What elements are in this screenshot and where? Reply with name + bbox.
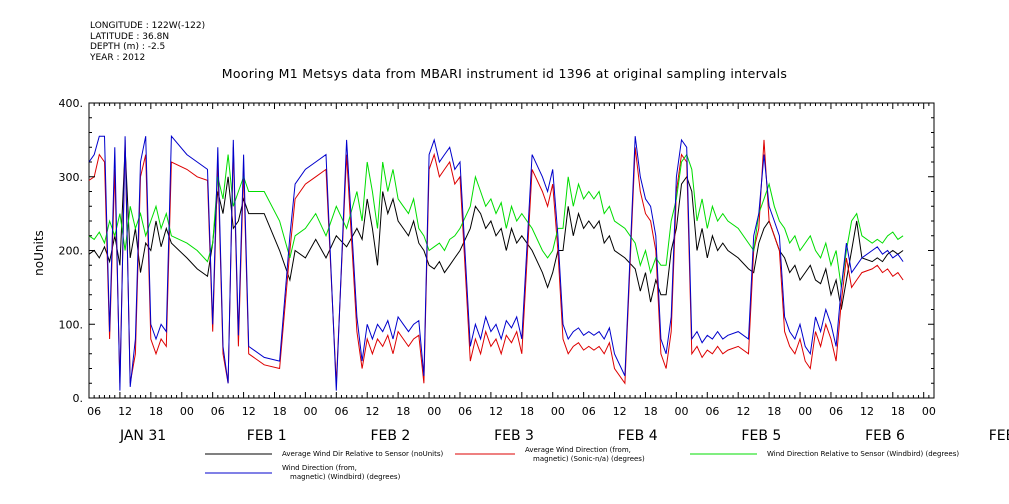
x-tick-label: 18 bbox=[149, 405, 163, 418]
x-tick-label: 06 bbox=[458, 405, 472, 418]
x-tick-label: 18 bbox=[644, 405, 658, 418]
y-tick-label: 200. bbox=[59, 245, 84, 258]
legend-label-1: Average Wind Dir Relative to Sensor (noU… bbox=[282, 450, 443, 458]
x-day-label: FEB 4 bbox=[618, 428, 658, 444]
x-tick-label: 12 bbox=[489, 405, 503, 418]
x-tick-label: 18 bbox=[396, 405, 410, 418]
y-tick-label: 400. bbox=[59, 97, 84, 110]
x-day-label: FEB 7 bbox=[989, 428, 1009, 444]
x-tick-label: 12 bbox=[736, 405, 750, 418]
x-tick-label: 00 bbox=[798, 405, 812, 418]
x-tick-label: 12 bbox=[860, 405, 874, 418]
x-tick-label: 00 bbox=[922, 405, 936, 418]
x-day-label: FEB 5 bbox=[741, 428, 781, 444]
x-tick-label: 06 bbox=[705, 405, 719, 418]
chart-title: Mooring M1 Metsys data from MBARI instru… bbox=[221, 66, 788, 81]
longitude-text: LONGITUDE : 122W(-122) bbox=[90, 21, 206, 31]
x-tick-label: 12 bbox=[365, 405, 379, 418]
x-tick-label: 18 bbox=[891, 405, 905, 418]
x-tick-label: 06 bbox=[87, 405, 101, 418]
legend-label-2: magnetic) (Sonic-n/a) (degrees) bbox=[533, 455, 645, 463]
legend-label-4: magnetic) (Windbird) (degrees) bbox=[290, 473, 401, 481]
legend: Average Wind Dir Relative to Sensor (noU… bbox=[205, 446, 959, 481]
plot-frame bbox=[88, 102, 935, 399]
x-tick-label: 00 bbox=[180, 405, 194, 418]
series-line-1 bbox=[88, 147, 904, 310]
series-line-4 bbox=[88, 134, 904, 391]
x-tick-label: 18 bbox=[273, 405, 287, 418]
x-tick-label: 12 bbox=[118, 405, 132, 418]
x-tick-label: 00 bbox=[427, 405, 441, 418]
x-tick-label: 18 bbox=[520, 405, 534, 418]
location-metadata: LONGITUDE : 122W(-122) LATITUDE : 36.8N … bbox=[90, 21, 205, 63]
plot-border bbox=[88, 102, 935, 399]
y-axis-label: noUnits bbox=[32, 230, 46, 276]
x-tick-label: 12 bbox=[613, 405, 627, 418]
x-day-label: FEB 1 bbox=[247, 428, 287, 444]
x-tick-label: 06 bbox=[211, 405, 225, 418]
x-tick-label: 00 bbox=[551, 405, 565, 418]
x-tick-label: 06 bbox=[829, 405, 843, 418]
legend-label-2: Average Wind Direction (from, bbox=[525, 446, 631, 454]
x-tick-label: 18 bbox=[767, 405, 781, 418]
y-tick-label: 300. bbox=[59, 171, 84, 184]
y-tick-label: 100. bbox=[59, 318, 84, 331]
x-tick-label: 00 bbox=[675, 405, 689, 418]
series-line-3 bbox=[88, 153, 904, 288]
x-day-label: FEB 6 bbox=[865, 428, 905, 444]
y-tick-label: 0. bbox=[73, 392, 84, 405]
latitude-text: LATITUDE : 36.8N bbox=[90, 31, 170, 42]
x-day-label: FEB 3 bbox=[494, 428, 534, 444]
x-tick-label: 12 bbox=[242, 405, 256, 418]
year-text: YEAR : 2012 bbox=[90, 52, 146, 63]
x-tick-label: 06 bbox=[582, 405, 596, 418]
legend-label-3: Wind Direction Relative to Sensor (Windb… bbox=[767, 450, 959, 458]
x-day-label: JAN 31 bbox=[119, 428, 166, 444]
series-line-2 bbox=[88, 139, 904, 385]
axis-layer: 06 12 18 00 06 12 18 00 06 12 18 00 06 12 18 00 06 12 18 00… bbox=[59, 97, 1009, 444]
legend-label-4: Wind Direction (from, bbox=[282, 464, 357, 472]
x-day-label: FEB 2 bbox=[370, 428, 410, 444]
depth-text: DEPTH (m) : -2.5 bbox=[90, 42, 166, 52]
x-tick-label: 06 bbox=[334, 405, 348, 418]
series-layer bbox=[88, 134, 904, 391]
x-tick-label: 00 bbox=[304, 405, 318, 418]
